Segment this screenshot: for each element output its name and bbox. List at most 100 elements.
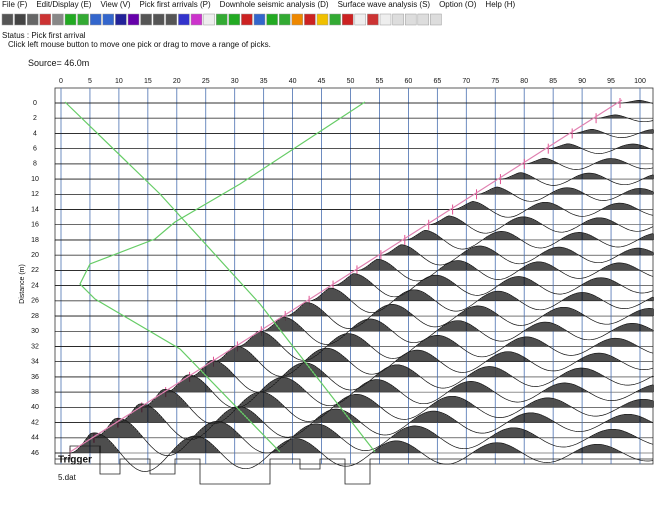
x-tick-label: 45 xyxy=(318,78,326,85)
toolbar-button[interactable] xyxy=(152,13,165,26)
trace-fill xyxy=(310,288,654,301)
y-tick-label: 26 xyxy=(31,298,39,305)
trace-fill xyxy=(356,259,640,271)
y-tick-label: 14 xyxy=(31,206,39,213)
x-tick-label: 85 xyxy=(549,78,557,85)
toolbar-button[interactable] xyxy=(190,13,203,26)
toolbar-button[interactable] xyxy=(203,13,215,26)
seismic-trace xyxy=(54,331,654,361)
seismic-trace xyxy=(54,345,654,377)
toolbar-button[interactable] xyxy=(329,13,341,26)
x-tick-label: 10 xyxy=(115,78,123,85)
trace-fill xyxy=(622,100,652,103)
y-tick-label: 40 xyxy=(31,404,39,411)
toolbar-button[interactable] xyxy=(102,13,115,26)
toolbar-button[interactable] xyxy=(39,13,52,26)
toolbar-button[interactable] xyxy=(266,13,278,26)
toolbar-button[interactable] xyxy=(1,13,14,26)
y-tick-label: 22 xyxy=(31,267,39,274)
y-tick-label: 24 xyxy=(31,282,39,289)
x-tick-label: 50 xyxy=(347,78,355,85)
y-axis-label: Distance (m) xyxy=(19,264,26,304)
toolbar-button[interactable] xyxy=(354,13,367,26)
menu-item[interactable]: Pick first arrivals (P) xyxy=(139,0,211,9)
seismogram-plot[interactable]: 0246810121416182022242628303234363840424… xyxy=(0,74,661,504)
seismic-trace xyxy=(54,273,654,298)
toolbar-button[interactable] xyxy=(52,13,64,26)
x-tick-label: 90 xyxy=(578,78,586,85)
toolbar-button[interactable] xyxy=(430,13,442,26)
seismic-trace xyxy=(54,287,654,314)
status-hint: Click left mouse button to move one pick… xyxy=(8,40,271,49)
menu-item[interactable]: Help (H) xyxy=(485,0,516,9)
y-tick-label: 0 xyxy=(33,100,37,107)
y-tick-label: 28 xyxy=(31,313,39,320)
source-label: Source= 46.0m xyxy=(28,58,90,68)
pick-line xyxy=(69,99,623,453)
toolbar-button[interactable] xyxy=(291,13,304,26)
y-tick-label: 42 xyxy=(31,419,39,426)
trace-fill xyxy=(94,418,638,438)
seismic-trace xyxy=(54,418,654,456)
toolbar-button[interactable] xyxy=(115,13,127,26)
toolbar-button[interactable] xyxy=(215,13,228,26)
trace-fill xyxy=(476,187,654,195)
toolbar-button[interactable] xyxy=(64,13,77,26)
x-tick-label: 20 xyxy=(173,78,181,85)
toolbar-button[interactable] xyxy=(165,13,178,26)
x-tick-label: 65 xyxy=(433,78,441,85)
toolbar-button[interactable] xyxy=(89,13,102,26)
trace-fill xyxy=(572,129,654,134)
toolbar-button[interactable] xyxy=(140,13,152,26)
seismic-trace xyxy=(54,215,654,234)
trace-fill xyxy=(286,302,654,317)
trace-fill xyxy=(262,317,654,332)
x-tick-label: 25 xyxy=(202,78,210,85)
toolbar-button[interactable] xyxy=(127,13,140,26)
trace-fill xyxy=(524,158,628,164)
y-tick-label: 6 xyxy=(33,145,37,152)
toolbar-button[interactable] xyxy=(316,13,329,26)
x-tick-label: 40 xyxy=(289,78,297,85)
toolbar-button[interactable] xyxy=(367,13,379,26)
menu-item[interactable]: Option (O) xyxy=(439,0,477,9)
toolbar-button[interactable] xyxy=(26,13,39,26)
menu-item[interactable]: View (V) xyxy=(100,0,131,9)
trace-fill xyxy=(214,346,622,362)
toolbar-button[interactable] xyxy=(253,13,266,26)
toolbar-button[interactable] xyxy=(417,13,430,26)
trace-fill xyxy=(166,374,654,393)
toolbar-button[interactable] xyxy=(379,13,392,26)
toolbar-button[interactable] xyxy=(77,13,89,26)
y-tick-label: 16 xyxy=(31,222,39,229)
x-tick-label: 15 xyxy=(144,78,152,85)
y-tick-label: 34 xyxy=(31,359,39,366)
y-tick-label: 38 xyxy=(31,389,39,396)
toolbar-button[interactable] xyxy=(392,13,404,26)
toolbar-button[interactable] xyxy=(304,13,316,26)
x-tick-label: 80 xyxy=(520,78,528,85)
toolbar-button[interactable] xyxy=(278,13,291,26)
x-tick-label: 75 xyxy=(491,78,499,85)
seismic-trace xyxy=(54,360,654,393)
x-tick-label: 35 xyxy=(260,78,268,85)
toolbar-button[interactable] xyxy=(404,13,417,26)
travel-time-curve xyxy=(64,101,376,453)
y-tick-label: 12 xyxy=(31,191,39,198)
toolbar xyxy=(1,13,442,26)
x-tick-label: 100 xyxy=(634,78,646,85)
menu-item[interactable]: Edit/Display (E) xyxy=(36,0,92,9)
trace-fill xyxy=(334,273,622,286)
trace-fill xyxy=(548,143,650,149)
toolbar-button[interactable] xyxy=(228,13,241,26)
toolbar-button[interactable] xyxy=(241,13,253,26)
seismic-trace xyxy=(55,100,654,104)
menu-item[interactable]: File (F) xyxy=(2,0,28,9)
menu-item[interactable]: Downhole seismic analysis (D) xyxy=(219,0,329,9)
y-tick-label: 36 xyxy=(31,374,39,381)
toolbar-button[interactable] xyxy=(341,13,354,26)
toolbar-button[interactable] xyxy=(14,13,26,26)
travel-time-curve xyxy=(79,101,366,453)
toolbar-button[interactable] xyxy=(178,13,190,26)
menu-item[interactable]: Surface wave analysis (S) xyxy=(337,0,431,9)
